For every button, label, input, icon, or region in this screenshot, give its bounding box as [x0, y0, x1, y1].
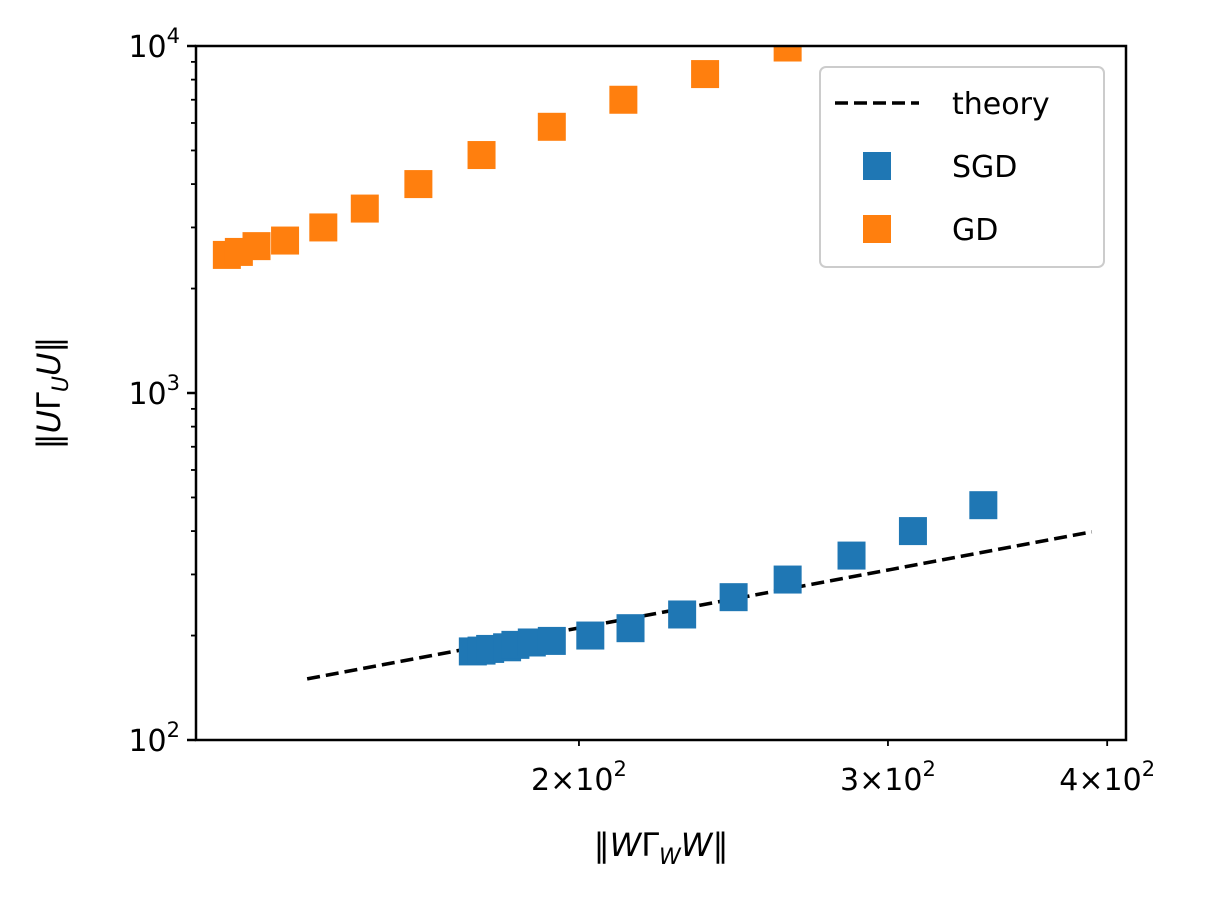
y-tick-label: 104: [128, 24, 180, 65]
GD-point: [271, 226, 300, 255]
legend-SGD-swatch: [863, 152, 891, 180]
GD-point: [309, 213, 338, 242]
SGD-point: [616, 614, 645, 643]
SGD-point: [537, 626, 566, 655]
theory-line: [306, 530, 1093, 681]
SGD-point: [773, 565, 802, 594]
GD-point: [467, 141, 496, 170]
y-axis-title: ‖UΓUU‖: [30, 337, 74, 450]
x-tick-label: 2×102: [531, 757, 627, 798]
x-axis-title: ‖WΓWW‖: [594, 826, 729, 870]
GD-point: [691, 60, 720, 89]
plot-frame: [194, 44, 1128, 742]
GD-point: [350, 194, 379, 223]
legend-theory-label: theory: [952, 87, 1050, 122]
GD-point: [537, 112, 566, 141]
x-tick-label: 3×102: [840, 757, 936, 798]
GD-point: [242, 232, 271, 261]
SGD-point: [969, 491, 998, 520]
SGD-point: [898, 517, 927, 546]
y-tick-label: 103: [128, 371, 180, 412]
y-axis-ticks: 102 103 104: [128, 24, 196, 759]
SGD-point: [837, 541, 866, 570]
x-axis-ticks: 2×102 3×102 4×102: [531, 740, 1155, 798]
SGD-point: [668, 600, 697, 629]
legend-SGD-label: SGD: [952, 150, 1017, 185]
x-tick-label: 4×102: [1059, 757, 1155, 798]
GD-point: [609, 85, 638, 114]
plot-area: [212, 46, 1093, 681]
SGD-point: [576, 621, 605, 650]
GD-point: [404, 170, 433, 199]
legend-GD-label: GD: [952, 213, 998, 248]
legend-GD-swatch: [863, 215, 891, 243]
y-tick-label: 102: [128, 718, 180, 759]
SGD-point: [719, 583, 748, 612]
legend: theory SGD GD: [819, 66, 1105, 268]
GD-point: [773, 46, 802, 62]
